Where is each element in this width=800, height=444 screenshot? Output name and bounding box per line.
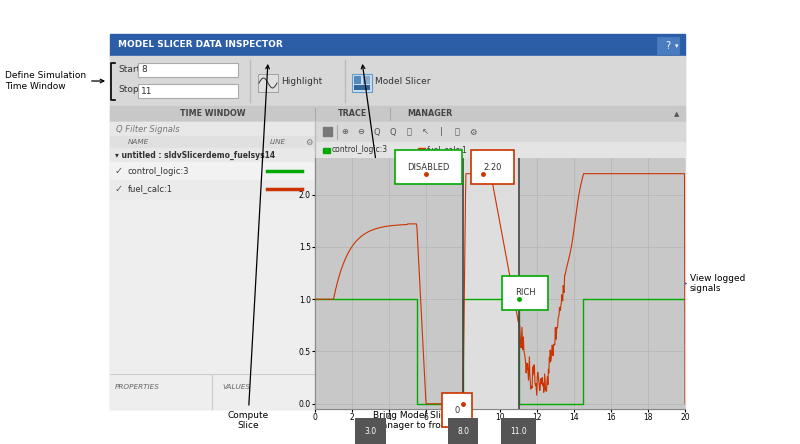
Text: Stop: Stop	[118, 86, 138, 95]
Bar	[328, 127, 332, 131]
Text: Define Simulation
Time Window: Define Simulation Time Window	[5, 71, 104, 91]
Text: control_logic:3: control_logic:3	[332, 146, 388, 155]
Bar	[363, 76, 370, 84]
Text: PROPERTIES: PROPERTIES	[115, 384, 160, 390]
Text: MANAGER: MANAGER	[407, 110, 453, 119]
Text: fuel_calc:1: fuel_calc:1	[427, 146, 468, 155]
Text: NAME: NAME	[128, 139, 150, 145]
Text: 8.0: 8.0	[457, 427, 469, 436]
Text: 0: 0	[454, 406, 460, 415]
Text: View logged
signals: View logged signals	[682, 274, 746, 293]
Bar	[110, 122, 315, 409]
Text: fuel_calc:1: fuel_calc:1	[128, 185, 173, 194]
Text: VALUES: VALUES	[222, 384, 250, 390]
Text: Highlight: Highlight	[281, 76, 322, 86]
Text: 📷: 📷	[454, 127, 459, 136]
Bar	[110, 136, 315, 148]
Text: ↖: ↖	[422, 127, 429, 136]
Bar	[110, 56, 685, 409]
Bar	[463, 158, 518, 409]
Text: ▾ untitled : sldvSlicerdemo_fuelsys14: ▾ untitled : sldvSlicerdemo_fuelsys14	[115, 151, 275, 159]
Text: control_logic:3: control_logic:3	[128, 166, 190, 175]
Text: Model Slicer: Model Slicer	[375, 76, 430, 86]
Bar	[323, 127, 327, 131]
Bar	[110, 106, 685, 122]
Bar	[352, 74, 372, 92]
Bar	[418, 148, 425, 153]
Text: 11.0: 11.0	[510, 427, 527, 436]
Text: RICH: RICH	[515, 288, 535, 297]
Bar	[354, 76, 361, 84]
Text: 11: 11	[141, 87, 153, 95]
Text: 3.0: 3.0	[365, 427, 377, 436]
Bar	[323, 132, 327, 136]
Bar	[110, 180, 315, 198]
Text: ⚙: ⚙	[470, 127, 477, 136]
Text: ⤢: ⤢	[406, 127, 411, 136]
Text: Bring Model Slice
Manager to front: Bring Model Slice Manager to front	[362, 65, 451, 430]
Text: ⚙: ⚙	[305, 138, 313, 147]
Text: ⊕: ⊕	[342, 127, 349, 136]
Bar	[138, 84, 238, 98]
Text: |: |	[439, 127, 442, 136]
Text: Q: Q	[374, 127, 380, 136]
Text: ▲: ▲	[674, 111, 680, 117]
Text: TIME WINDOW: TIME WINDOW	[180, 110, 246, 119]
Bar	[110, 122, 315, 136]
Text: LINE: LINE	[270, 139, 286, 145]
Bar	[315, 122, 685, 142]
Text: 8: 8	[141, 66, 146, 75]
Text: ✓: ✓	[115, 184, 123, 194]
Bar	[657, 37, 679, 54]
Bar	[258, 74, 278, 92]
Text: Compute
Slice: Compute Slice	[227, 65, 270, 430]
Text: MODEL SLICER DATA INSPECTOR: MODEL SLICER DATA INSPECTOR	[118, 40, 282, 49]
Bar	[328, 132, 332, 136]
Text: ⊖: ⊖	[358, 127, 365, 136]
Bar	[138, 63, 238, 77]
Bar	[315, 142, 685, 158]
Bar	[110, 148, 315, 162]
Text: Q: Q	[390, 127, 396, 136]
Text: 2.20: 2.20	[483, 163, 502, 171]
Bar	[110, 162, 315, 180]
Text: DISABLED: DISABLED	[407, 163, 450, 171]
Text: ?: ?	[666, 41, 670, 51]
Bar	[323, 148, 330, 153]
Bar	[354, 85, 370, 90]
Text: ✓: ✓	[115, 166, 123, 176]
Text: ▾: ▾	[675, 43, 678, 49]
Text: Q Filter Signals: Q Filter Signals	[116, 124, 180, 134]
Text: Start: Start	[118, 64, 140, 74]
Text: TRACE: TRACE	[338, 110, 367, 119]
Bar	[110, 34, 685, 56]
Bar	[110, 56, 685, 106]
